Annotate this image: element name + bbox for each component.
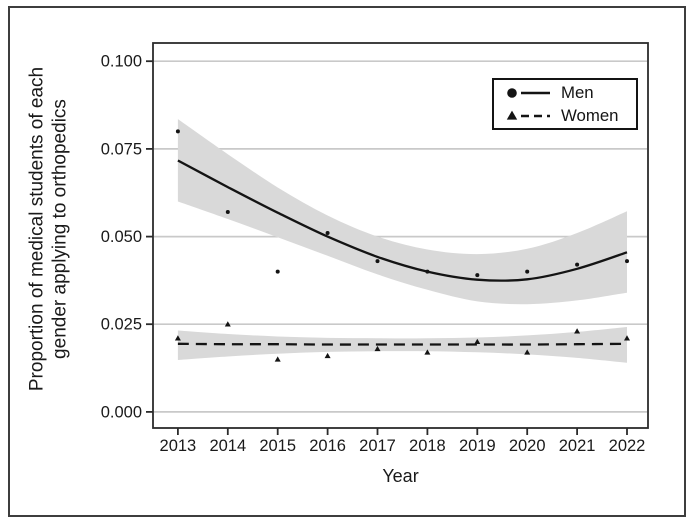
women-data-point — [274, 356, 281, 362]
legend-item-women: Women — [505, 105, 636, 127]
y-axis-title-line2: gender applying to orthopedics — [49, 99, 70, 359]
men-data-point — [575, 262, 580, 267]
x-tick-label: 2022 — [609, 437, 646, 455]
y-axis-title-line1: Proportion of medical students of each — [26, 66, 48, 392]
x-tick-label: 2017 — [359, 437, 396, 455]
x-axis-title: Year — [382, 466, 419, 486]
legend-label-women: Women — [561, 105, 619, 125]
men-data-point — [325, 231, 330, 235]
women-data-point — [374, 345, 381, 352]
men-data-point — [625, 259, 629, 264]
women-data-point — [574, 328, 581, 334]
y-axis-title: Proportion of medical students of each g… — [27, 67, 72, 391]
x-tick-label: 2014 — [209, 437, 246, 455]
y-tick-label: 0.025 — [101, 316, 142, 334]
women-fit-line — [177, 342, 628, 346]
x-tick-label: 2016 — [309, 437, 346, 455]
legend-item-men: Men — [505, 82, 636, 104]
women-data-point — [324, 352, 331, 359]
legend: Men Women — [492, 78, 638, 130]
men-data-point — [425, 269, 430, 274]
circle-solid-line-icon — [507, 87, 550, 98]
men-data-point — [375, 259, 380, 264]
x-tick-label: 2021 — [559, 437, 596, 455]
women-data-point — [424, 349, 431, 355]
men-confidence-band — [177, 119, 627, 305]
women-data-point — [474, 338, 481, 344]
women-data-point — [224, 321, 231, 327]
men-data-point — [175, 129, 180, 134]
women-data-point — [174, 335, 181, 341]
plot-frame — [152, 42, 649, 429]
x-tick-label: 2018 — [409, 437, 446, 455]
x-tick-label: 2020 — [509, 437, 546, 455]
men-data-point — [525, 269, 530, 274]
x-tick-label: 2019 — [459, 437, 496, 455]
x-tick-label: 2015 — [259, 437, 296, 455]
y-tick-label: 0.075 — [101, 140, 142, 158]
men-data-point — [225, 210, 230, 214]
x-tick-label: 2013 — [160, 437, 197, 455]
men-data-point — [275, 269, 280, 274]
y-tick-label: 0.000 — [101, 403, 142, 421]
triangle-dashed-line-icon — [506, 110, 550, 120]
women-data-point — [624, 335, 630, 341]
y-tick-label: 0.050 — [101, 228, 142, 246]
legend-label-men: Men — [561, 82, 594, 102]
y-tick-label: 0.100 — [101, 53, 142, 71]
men-data-point — [475, 273, 480, 278]
men-fit-line — [177, 159, 628, 282]
women-data-point — [524, 349, 531, 355]
